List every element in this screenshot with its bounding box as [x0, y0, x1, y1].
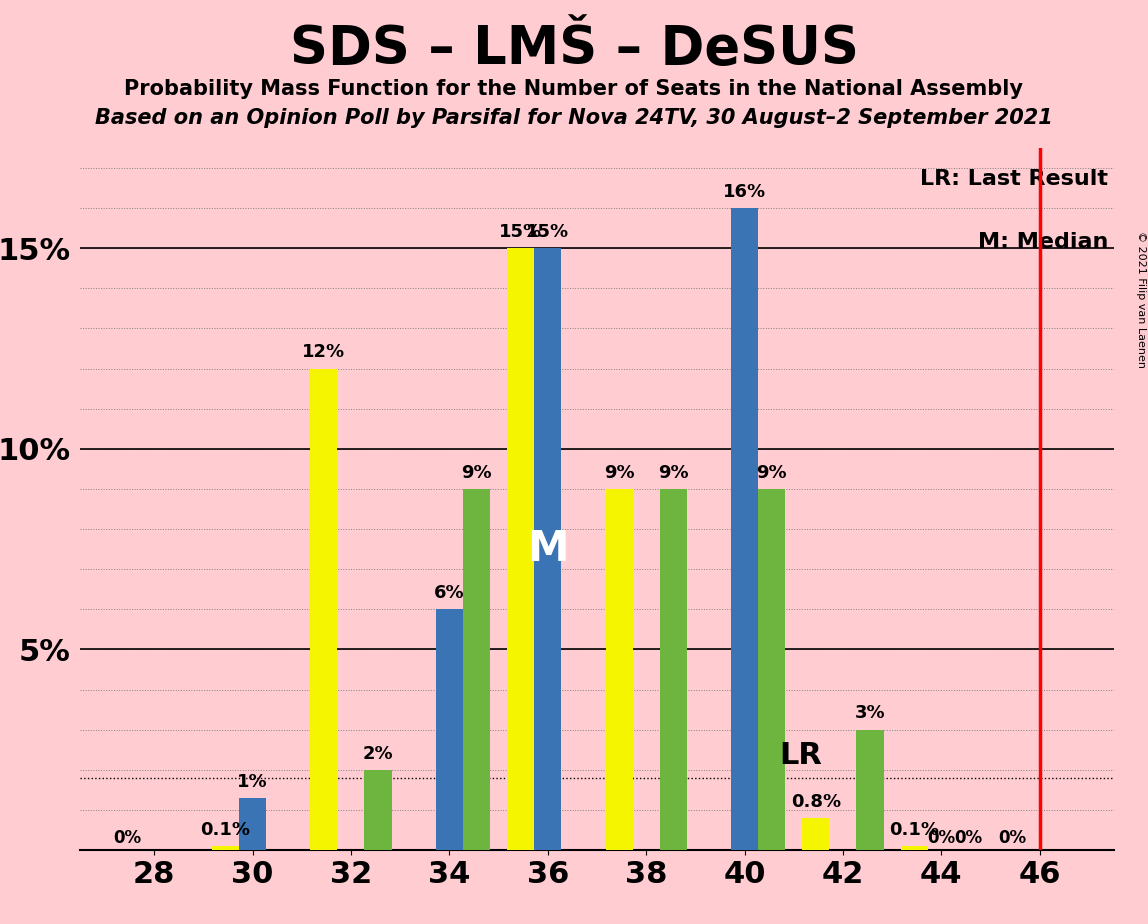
Text: SDS – LMŠ – DeSUS: SDS – LMŠ – DeSUS	[289, 23, 859, 75]
Text: 3%: 3%	[855, 704, 885, 723]
Text: 9%: 9%	[658, 464, 689, 481]
Text: LR: LR	[779, 741, 822, 770]
Bar	[731, 208, 758, 850]
Bar	[239, 798, 266, 850]
Bar	[758, 489, 785, 850]
Bar	[856, 730, 884, 850]
Text: Probability Mass Function for the Number of Seats in the National Assembly: Probability Mass Function for the Number…	[124, 79, 1024, 99]
Text: 0%: 0%	[928, 829, 955, 847]
Text: © 2021 Filip van Laenen: © 2021 Filip van Laenen	[1135, 231, 1146, 368]
Text: 2%: 2%	[363, 745, 394, 762]
Text: 16%: 16%	[723, 183, 766, 201]
Bar	[212, 846, 239, 850]
Bar	[901, 846, 928, 850]
Text: 0.1%: 0.1%	[201, 821, 250, 839]
Bar	[660, 489, 687, 850]
Text: M: M	[527, 529, 568, 570]
Text: 12%: 12%	[302, 344, 346, 361]
Bar	[365, 770, 391, 850]
Bar	[606, 489, 633, 850]
Text: 15%: 15%	[499, 223, 542, 241]
Text: 1%: 1%	[238, 772, 267, 791]
Text: 9%: 9%	[604, 464, 635, 481]
Text: M: Median: M: Median	[978, 232, 1108, 252]
Bar	[534, 249, 561, 850]
Bar	[507, 249, 534, 850]
Text: 6%: 6%	[434, 584, 465, 602]
Text: 9%: 9%	[757, 464, 786, 481]
Bar	[310, 369, 338, 850]
Bar	[802, 818, 830, 850]
Text: Based on an Opinion Poll by Parsifal for Nova 24TV, 30 August–2 September 2021: Based on an Opinion Poll by Parsifal for…	[95, 108, 1053, 128]
Text: 0%: 0%	[999, 829, 1026, 847]
Bar	[463, 489, 490, 850]
Text: 0%: 0%	[954, 829, 983, 847]
Text: 0.1%: 0.1%	[890, 821, 939, 839]
Text: 0%: 0%	[113, 829, 141, 847]
Text: 9%: 9%	[461, 464, 491, 481]
Text: 0.8%: 0.8%	[791, 793, 841, 810]
Bar	[436, 609, 463, 850]
Text: LR: Last Result: LR: Last Result	[921, 169, 1108, 188]
Text: 15%: 15%	[526, 223, 569, 241]
